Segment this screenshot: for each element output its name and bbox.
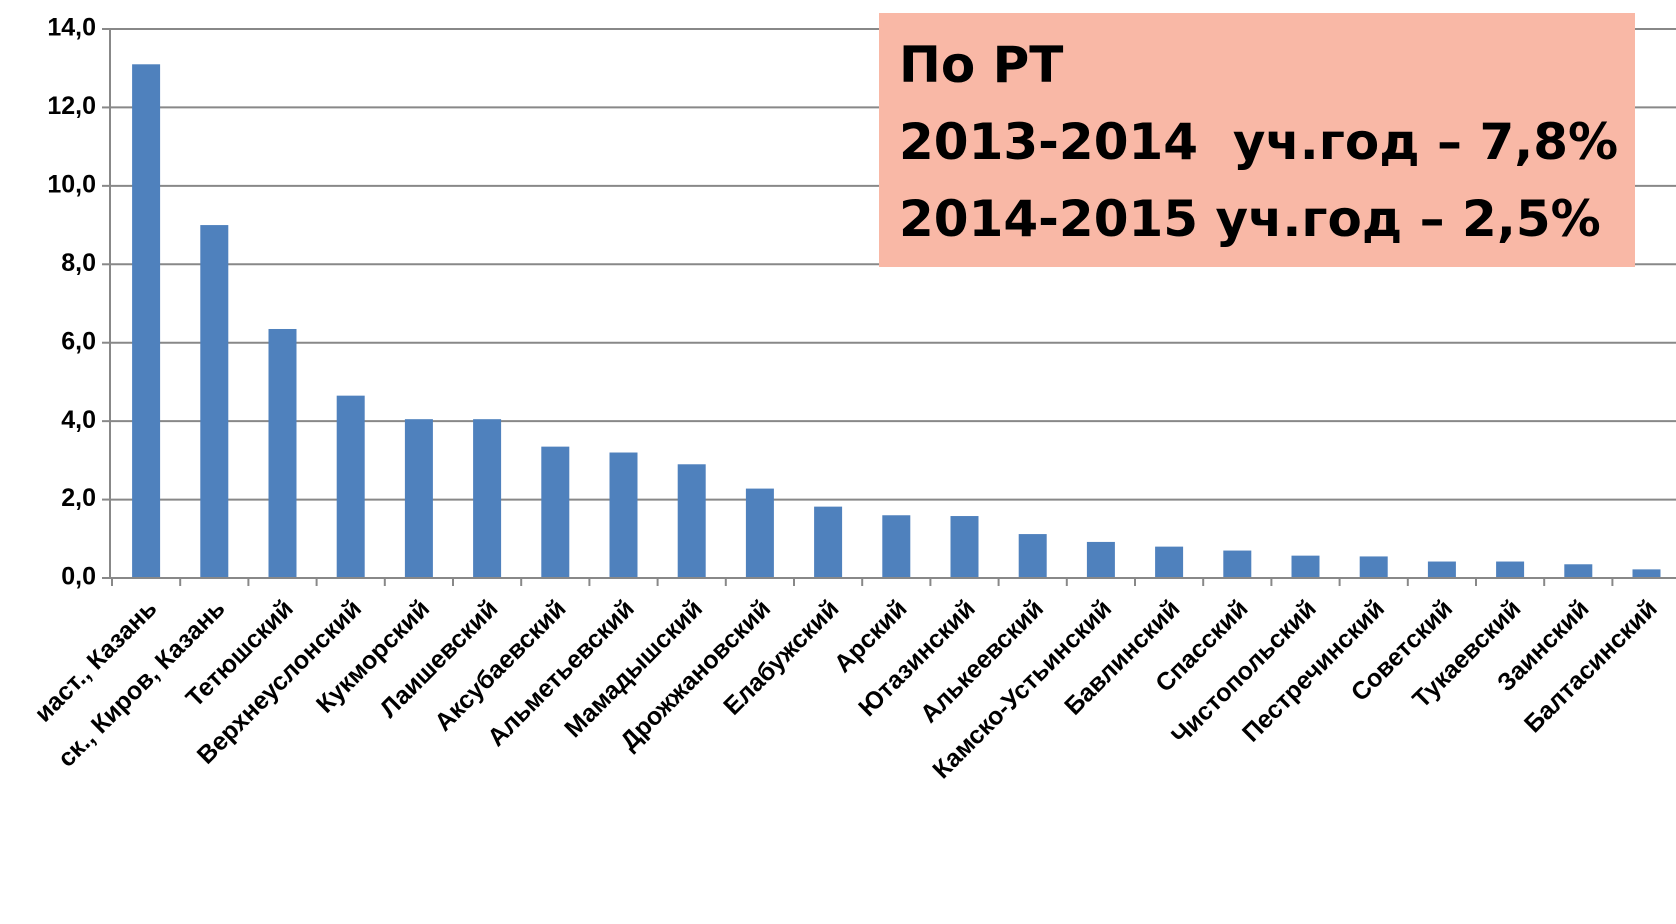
bar xyxy=(814,506,843,578)
annotation-box xyxy=(879,13,1635,267)
bar xyxy=(132,64,161,579)
annotation-text: 2013-2014 уч.год – 7,8% xyxy=(899,113,1618,171)
y-tick-label: 6,0 xyxy=(61,327,96,355)
bar xyxy=(1291,555,1320,578)
y-tick-label: 14,0 xyxy=(47,14,96,42)
y-tick-label: 2,0 xyxy=(61,484,96,512)
bar xyxy=(336,395,365,578)
bar xyxy=(609,452,638,578)
bar xyxy=(1018,534,1047,578)
bar xyxy=(745,488,774,578)
bar xyxy=(200,225,229,579)
bar xyxy=(950,516,979,578)
annotation-text: 2014-2015 уч.год – 2,5% xyxy=(899,190,1601,248)
bar xyxy=(1564,564,1593,578)
bar xyxy=(1632,569,1661,578)
bar xyxy=(1223,550,1252,578)
y-tick-label: 10,0 xyxy=(47,170,96,198)
bar xyxy=(404,419,433,578)
y-tick-label: 4,0 xyxy=(61,406,96,434)
y-tick-label: 0,0 xyxy=(61,563,96,591)
bar xyxy=(1086,541,1115,578)
annotation-text: По РТ xyxy=(899,36,1063,94)
bar xyxy=(1496,561,1525,578)
x-tick-label: Лаишевский xyxy=(375,594,504,723)
bar xyxy=(1155,546,1184,578)
y-tick-label: 8,0 xyxy=(61,249,96,277)
bar xyxy=(677,464,706,578)
x-tick-label: Алькеевский xyxy=(915,594,1049,728)
bar xyxy=(268,328,297,578)
bar xyxy=(1359,556,1388,578)
y-tick-label: 12,0 xyxy=(47,92,96,120)
bar xyxy=(541,446,570,578)
bar xyxy=(882,515,911,578)
bar xyxy=(473,419,502,578)
x-tick-label: иаст., Казань xyxy=(29,594,162,727)
bar xyxy=(1427,561,1456,578)
